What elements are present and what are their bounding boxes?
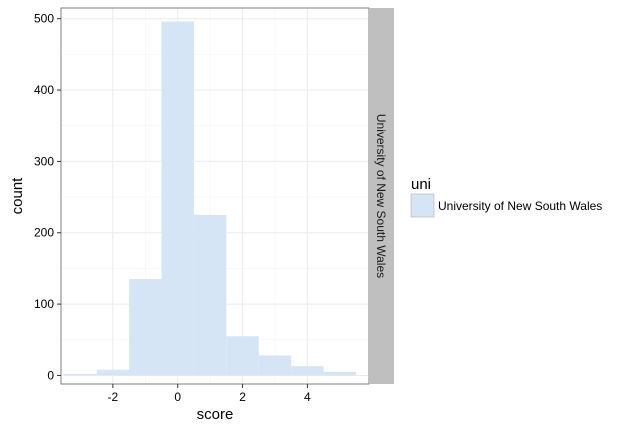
- facet-strip: [369, 8, 394, 384]
- x-axis-title: score: [197, 406, 234, 423]
- y-tick-label: 200: [34, 226, 54, 240]
- y-tick-label: 0: [47, 368, 54, 382]
- x-tick-label: 2: [239, 390, 246, 404]
- x-tick-label: 0: [174, 390, 181, 404]
- legend-entry-label: University of New South Wales: [438, 199, 602, 213]
- legend-title: uni: [411, 176, 431, 193]
- histogram-bar: [129, 279, 162, 376]
- x-tick-label: -2: [108, 390, 119, 404]
- histogram-bar: [193, 214, 227, 376]
- histogram-bars: [64, 21, 357, 376]
- y-tick-label: 400: [34, 83, 54, 97]
- histogram-bar: [258, 355, 292, 376]
- facet-strip-label: University of New South Wales: [374, 114, 388, 278]
- histogram-bar: [291, 366, 324, 376]
- y-tick-label: 100: [34, 297, 54, 311]
- histogram-bar: [323, 371, 357, 376]
- y-axis-ticks: 0 100 200 300 400 500: [34, 12, 61, 382]
- histogram-bar: [96, 369, 130, 376]
- histogram-bar: [226, 336, 259, 376]
- histogram-bar: [64, 374, 97, 376]
- y-axis-title: count: [9, 177, 26, 215]
- legend-key: [410, 193, 435, 218]
- x-axis-ticks: -2 0 2 4: [108, 384, 311, 404]
- histogram-bar: [161, 21, 194, 376]
- y-tick-label: 300: [34, 154, 54, 168]
- y-tick-label: 500: [34, 12, 54, 26]
- x-tick-label: 4: [304, 390, 311, 404]
